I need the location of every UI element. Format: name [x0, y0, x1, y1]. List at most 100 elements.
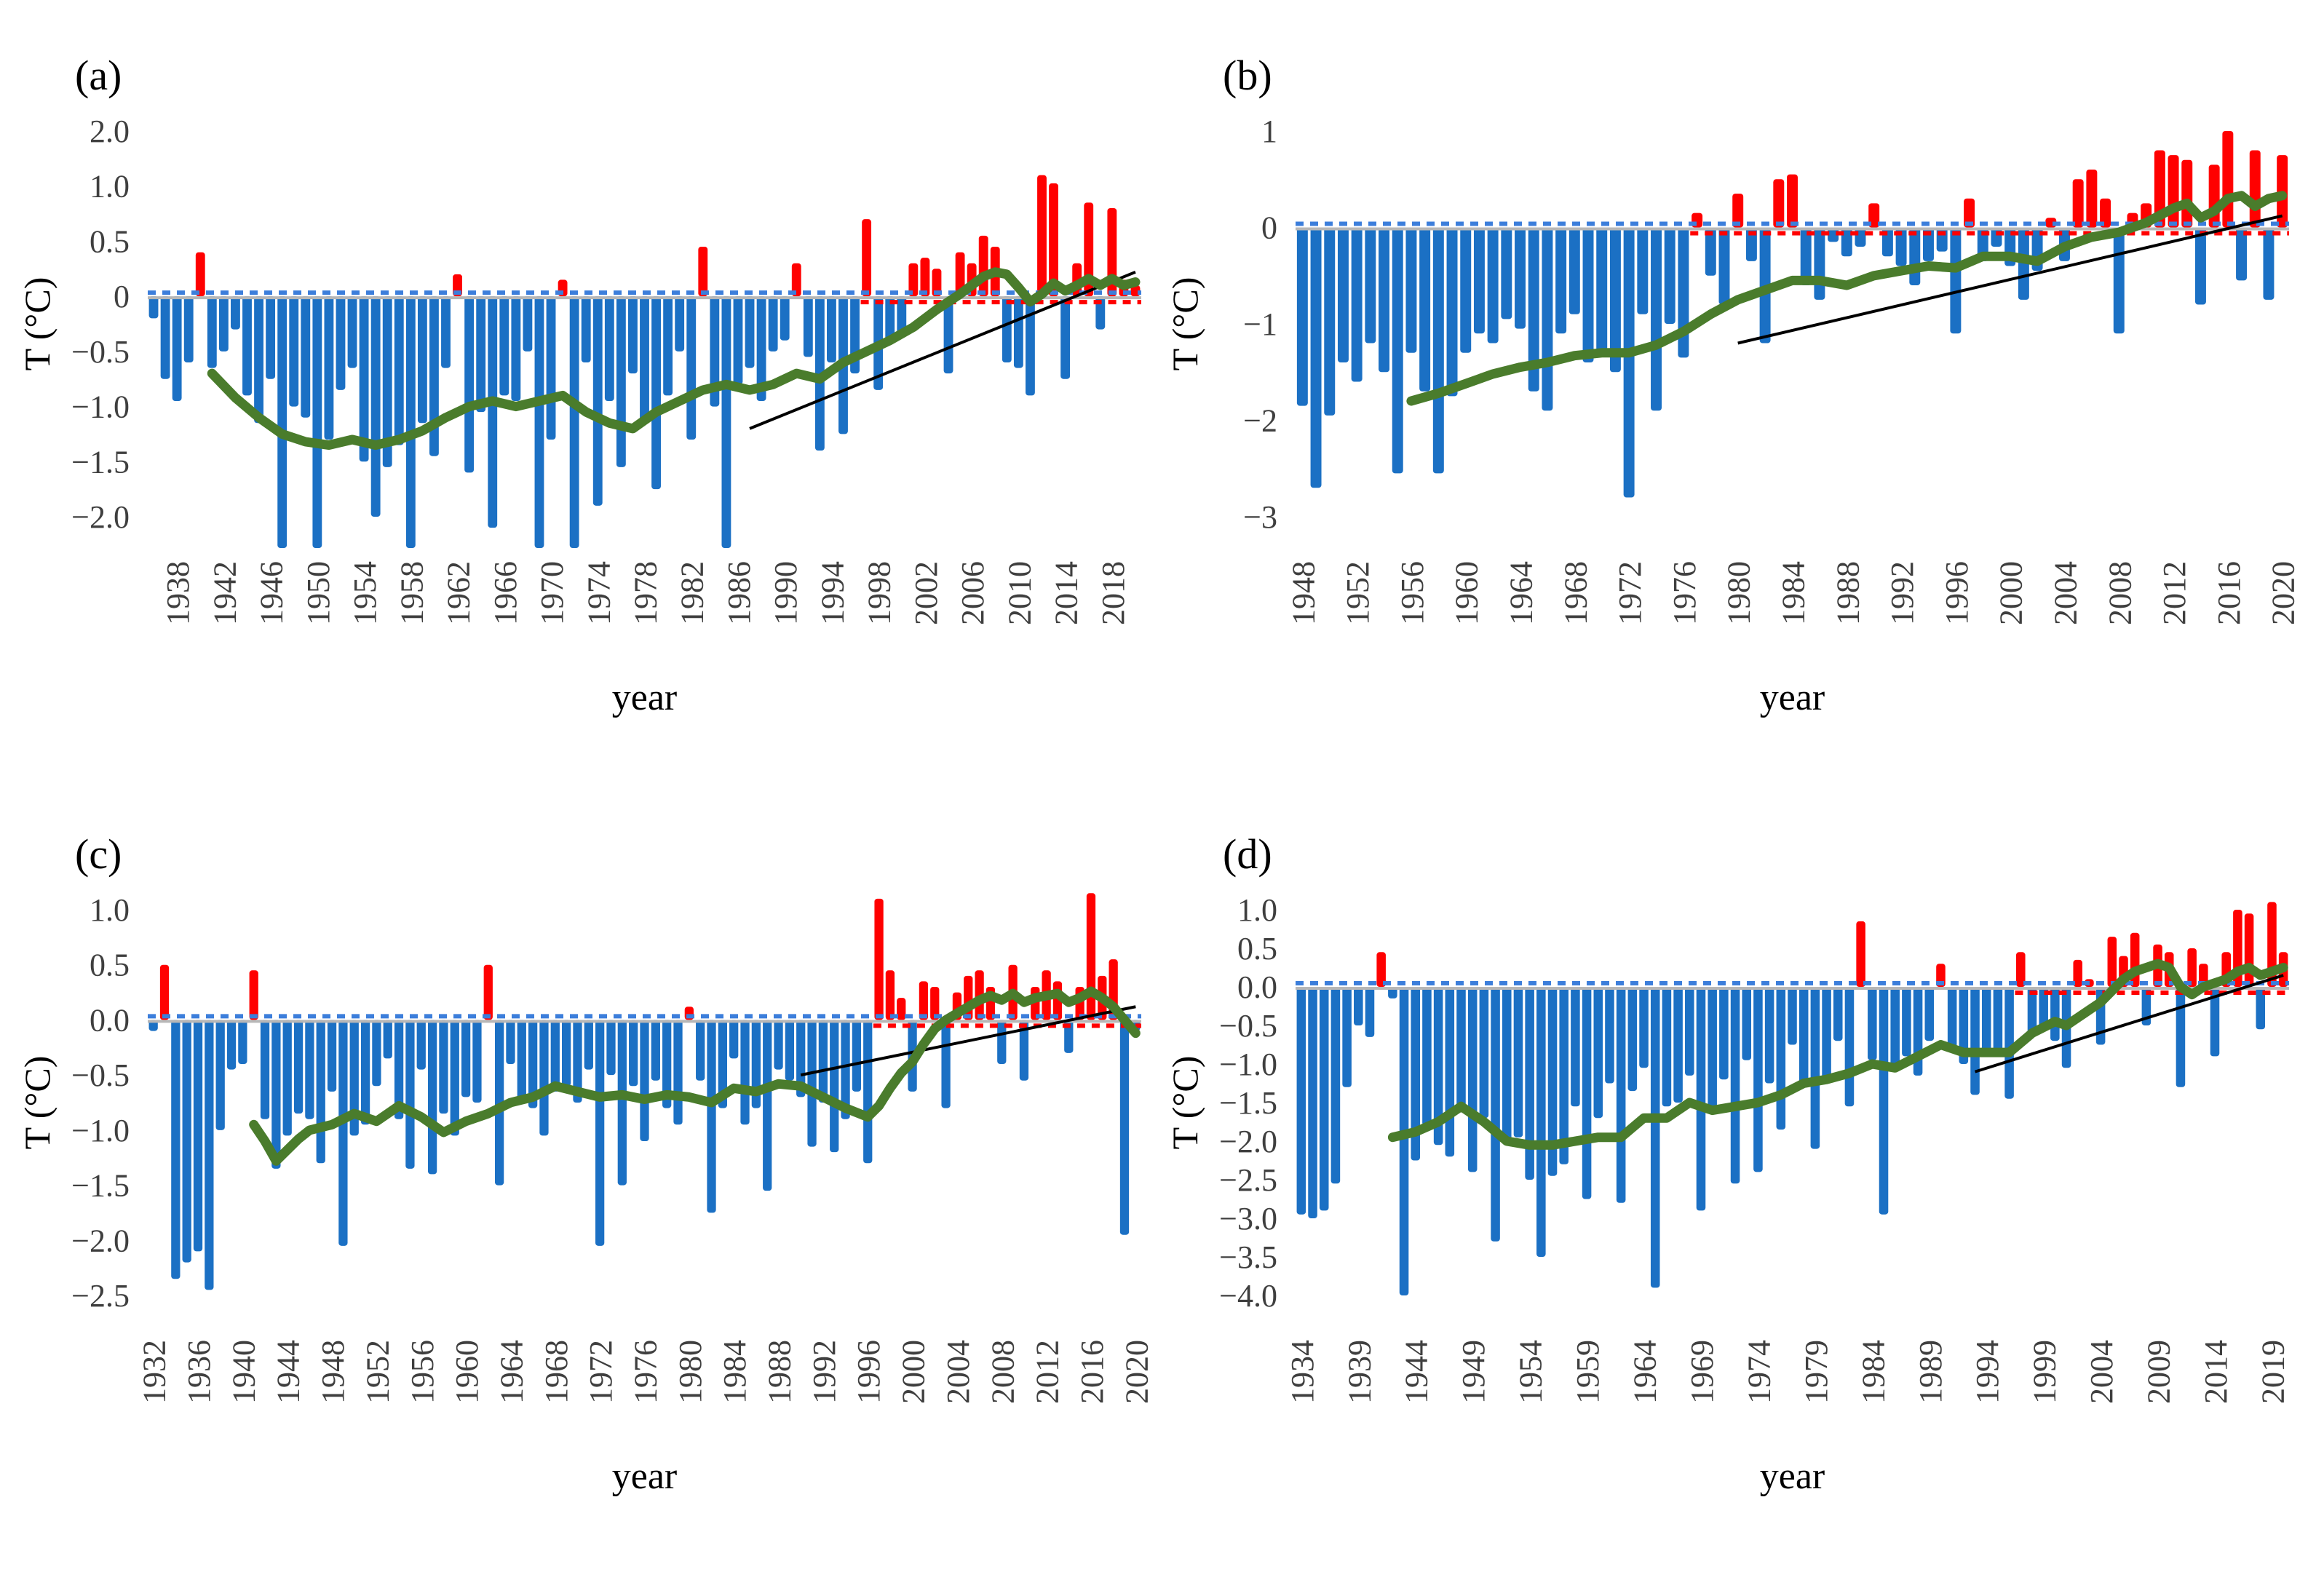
bar-2017: [2244, 913, 2254, 987]
bar-1950: [1324, 227, 1336, 416]
bar-2012: [1037, 175, 1047, 297]
x-tick-label: 1982: [675, 561, 710, 625]
bar-1962: [1616, 987, 1626, 1203]
bar-1981: [1745, 227, 1757, 261]
bar-1973: [1637, 227, 1649, 314]
x-tick-label: 2004: [940, 1340, 976, 1404]
bar-1997: [2016, 952, 2026, 987]
bar-2005: [2107, 937, 2117, 987]
bar-1953: [383, 1020, 392, 1059]
bar-1985: [740, 1020, 750, 1125]
bar-2017: [1095, 296, 1106, 330]
bar-2014: [2194, 227, 2206, 305]
bar-1939: [226, 1020, 237, 1070]
y-axis-title: T (°C): [20, 1056, 57, 1150]
bar-2002: [920, 258, 930, 297]
x-tick-label: 2008: [985, 1340, 1020, 1404]
bar-1994: [1981, 987, 1991, 1053]
bar-2016: [2222, 131, 2234, 228]
bar-1981: [1833, 987, 1843, 1041]
bar-1983: [698, 247, 708, 297]
bar-1965: [1528, 227, 1539, 392]
bar-1952: [1351, 227, 1363, 382]
bar-1938: [215, 1020, 225, 1130]
bar-1964: [1639, 987, 1649, 1068]
y-tick-label: −1.0: [1219, 1047, 1277, 1082]
y-axis-title: T (°C): [20, 277, 57, 371]
bar-1959: [450, 1020, 459, 1136]
x-tick-label: 1972: [583, 1340, 619, 1404]
bar-1966: [1662, 987, 1672, 1107]
bar-2010: [1019, 1020, 1029, 1081]
x-tick-label: 1989: [1913, 1340, 1948, 1404]
bar-1969: [534, 296, 544, 548]
bar-1996: [863, 1020, 873, 1164]
bar-1966: [1542, 227, 1553, 411]
x-tick-label: 2004: [2047, 561, 2083, 625]
bar-1938: [1342, 987, 1352, 1087]
bar-1991: [807, 1020, 817, 1147]
trend-line: [1737, 214, 2283, 345]
bar-1957: [427, 1020, 437, 1175]
panel-label: (b): [1223, 52, 1272, 99]
chart-canvas-d: (d)T (°C)1.00.50.0−0.5−1.0−1.5−2.0−2.5−3…: [1168, 830, 2291, 1497]
bar-2008: [2141, 987, 2152, 1025]
y-tick-label: −1.0: [71, 1113, 130, 1148]
bar-1973: [581, 296, 591, 362]
bar-1990: [780, 296, 790, 341]
x-tick-label: 1958: [394, 561, 429, 625]
x-tick-label: 1948: [1285, 561, 1321, 625]
bar-1969: [562, 1020, 571, 1087]
bar-1941: [1376, 952, 1386, 987]
bar-1992: [803, 296, 813, 357]
bar-1963: [1501, 227, 1512, 319]
bar-1952: [372, 1020, 381, 1087]
bar-1961: [472, 1020, 482, 1103]
y-tick-label: 0: [114, 279, 130, 314]
x-tick-label: 1950: [301, 561, 336, 625]
bar-2000: [2050, 987, 2060, 1041]
bar-2011: [2154, 150, 2165, 228]
panel-c: (c) T (°C) 1.0 0.5 0.0 −0.5 −1.0 −1.5 −2.0 −2.5 19…: [20, 786, 1156, 1557]
x-tick-label: 2008: [2102, 561, 2138, 625]
bar-1979: [1810, 987, 1820, 1149]
bar-1986: [733, 296, 743, 385]
x-tick-label: 2014: [2198, 1340, 2234, 1404]
bar-1940: [195, 252, 205, 297]
x-tick-label: 2020: [2266, 561, 2301, 625]
x-tick-label: 2000: [896, 1340, 932, 1404]
bar-1942: [260, 1020, 270, 1119]
bar-1944: [282, 1020, 292, 1136]
y-tick-label: −1.5: [1219, 1085, 1277, 1121]
bar-1995: [1936, 227, 1948, 252]
bar-1978: [1705, 227, 1716, 276]
y-tick-label: 2.0: [90, 114, 130, 149]
bar-1953: [347, 296, 357, 368]
bar-1980: [663, 296, 673, 396]
x-tick-label: 2010: [1002, 561, 1037, 625]
bar-1968: [523, 296, 533, 352]
x-tick-label: 1984: [1776, 561, 1812, 625]
panel-label: (c): [75, 830, 122, 878]
bar-1954: [1379, 227, 1390, 373]
bar-1967: [539, 1020, 549, 1136]
bar-1992: [818, 1020, 828, 1103]
bar-1987: [1828, 227, 1839, 242]
x-tick-label: 2016: [1074, 1340, 1110, 1404]
bar-1962: [483, 964, 493, 1020]
x-tick-label: 1990: [768, 561, 804, 625]
bar-1970: [1596, 227, 1608, 353]
bar-1964: [506, 1020, 515, 1064]
bar-1988: [774, 1020, 783, 1070]
bar-1982: [1844, 987, 1855, 1107]
x-tick-label: 1964: [1627, 1340, 1663, 1404]
x-tick-label: 1960: [1449, 561, 1485, 625]
bar-1936: [1319, 987, 1329, 1211]
x-axis-title: year: [612, 677, 677, 718]
bar-1946: [266, 296, 276, 379]
bar-1949: [338, 1020, 348, 1246]
bar-1970: [1708, 987, 1717, 1114]
trend-line: [800, 1005, 1136, 1077]
bar-2001: [908, 263, 919, 297]
bar-1996: [2004, 987, 2014, 1099]
